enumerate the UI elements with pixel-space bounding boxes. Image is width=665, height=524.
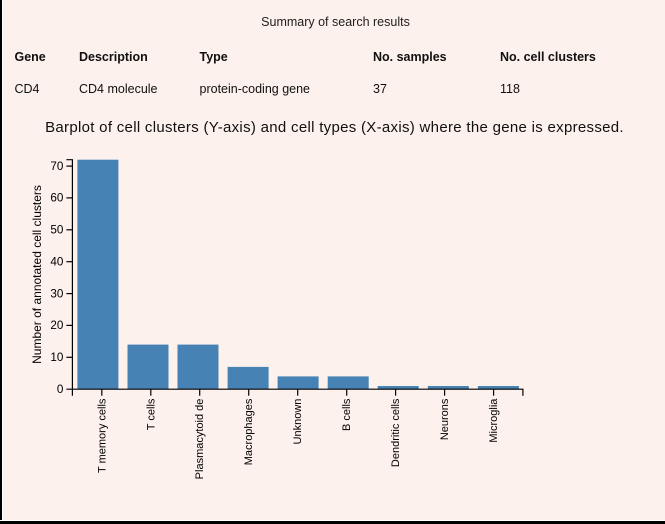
svg-text:40: 40	[50, 255, 64, 268]
svg-text:Unknown: Unknown	[292, 399, 304, 445]
svg-text:B cells: B cells	[341, 398, 353, 431]
svg-text:10: 10	[50, 351, 64, 364]
svg-text:50: 50	[50, 224, 64, 237]
svg-text:T memory cells: T memory cells	[96, 398, 108, 473]
svg-text:Dendritic cells: Dendritic cells	[390, 398, 402, 467]
svg-text:Macrophages: Macrophages	[243, 398, 255, 465]
svg-text:Number of annotated cell clust: Number of annotated cell clusters	[30, 185, 44, 364]
svg-text:Microglia: Microglia	[488, 398, 500, 443]
svg-text:Plasmacytoid de: Plasmacytoid de	[194, 399, 206, 480]
svg-text:20: 20	[50, 319, 64, 332]
svg-text:T cells: T cells	[145, 398, 157, 430]
svg-text:30: 30	[50, 287, 64, 300]
svg-text:60: 60	[50, 192, 64, 205]
svg-text:Neurons: Neurons	[439, 398, 451, 440]
svg-text:0: 0	[57, 383, 64, 396]
svg-text:70: 70	[50, 160, 64, 173]
